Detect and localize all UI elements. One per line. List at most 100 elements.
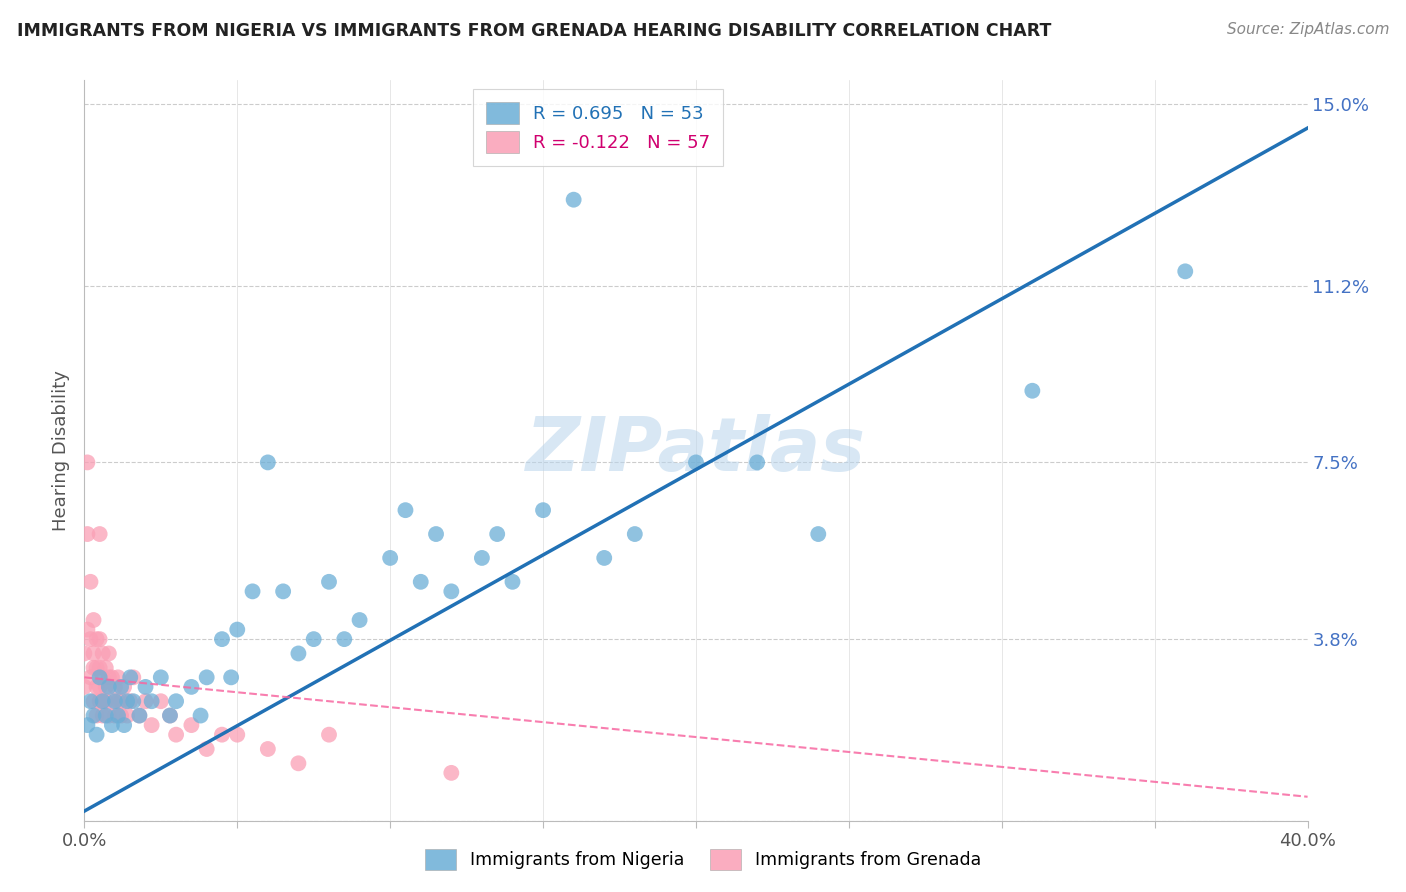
Point (471, 550, 494, 565)
Y-axis label: Hearing Disability: Hearing Disability (52, 370, 70, 531)
Text: ZIPatlas: ZIPatlas (526, 414, 866, 487)
Point (79, 632, 101, 647)
Point (180, 680, 202, 694)
Point (110, 694, 132, 708)
Point (110, 680, 132, 694)
Point (257, 455, 280, 469)
Point (624, 527, 647, 541)
Point (94, 680, 117, 694)
Point (79, 574, 101, 589)
Point (1021, 384, 1043, 398)
Point (135, 680, 157, 694)
Point (79, 670, 101, 684)
Point (76, 718, 98, 732)
Point (86, 661, 108, 675)
Point (195, 742, 218, 756)
Point (104, 680, 127, 694)
Point (211, 632, 233, 647)
Point (107, 694, 129, 708)
Text: Source: ZipAtlas.com: Source: ZipAtlas.com (1226, 22, 1389, 37)
Point (97, 670, 120, 684)
Point (91, 670, 114, 684)
Point (302, 632, 325, 647)
Point (440, 584, 463, 599)
Point (89, 632, 111, 647)
Point (89, 680, 111, 694)
Point (101, 670, 124, 684)
Point (101, 718, 124, 732)
Point (562, 193, 585, 207)
Point (409, 574, 432, 589)
Point (159, 708, 181, 723)
Point (110, 708, 132, 723)
Point (165, 728, 187, 742)
Point (94, 661, 117, 675)
Point (79, 694, 101, 708)
Point (242, 584, 264, 599)
Legend: Immigrants from Nigeria, Immigrants from Grenada: Immigrants from Nigeria, Immigrants from… (416, 840, 990, 879)
Legend: R = 0.695   N = 53, R = -0.122   N = 57: R = 0.695 N = 53, R = -0.122 N = 57 (474, 89, 723, 166)
Point (83, 613, 105, 627)
Point (685, 455, 707, 469)
Point (149, 694, 172, 708)
Point (425, 527, 447, 541)
Point (83, 661, 105, 675)
Point (593, 550, 616, 565)
Point (122, 694, 145, 708)
Point (86, 680, 108, 694)
Point (211, 728, 233, 742)
Point (83, 694, 105, 708)
Point (73, 647, 96, 661)
Point (440, 765, 463, 780)
Point (135, 694, 157, 708)
Point (89, 694, 111, 708)
Point (120, 694, 142, 708)
Point (807, 527, 830, 541)
Point (91, 708, 114, 723)
Point (287, 647, 309, 661)
Point (89, 670, 111, 684)
Point (94, 694, 117, 708)
Point (104, 708, 127, 723)
Point (149, 670, 172, 684)
Point (318, 728, 340, 742)
Point (128, 708, 150, 723)
Point (97, 647, 120, 661)
Point (115, 708, 138, 723)
Point (115, 694, 138, 708)
Point (76, 527, 98, 541)
Point (180, 718, 202, 732)
Point (73, 680, 96, 694)
Point (141, 694, 163, 708)
Point (104, 694, 127, 708)
Point (86, 632, 108, 647)
Text: IMMIGRANTS FROM NIGERIA VS IMMIGRANTS FROM GRENADA HEARING DISABILITY CORRELATIO: IMMIGRANTS FROM NIGERIA VS IMMIGRANTS FR… (17, 22, 1052, 40)
Point (76, 455, 98, 469)
Point (486, 527, 509, 541)
Point (128, 708, 150, 723)
Point (89, 527, 111, 541)
Point (120, 670, 142, 684)
Point (91, 694, 114, 708)
Point (122, 670, 145, 684)
Point (97, 680, 120, 694)
Point (394, 503, 416, 517)
Point (190, 708, 212, 723)
Point (86, 708, 108, 723)
Point (159, 708, 181, 723)
Point (76, 623, 98, 637)
Point (349, 613, 371, 627)
Point (1174, 264, 1197, 278)
Point (226, 728, 249, 742)
Point (257, 742, 280, 756)
Point (101, 694, 124, 708)
Point (219, 670, 242, 684)
Point (141, 718, 163, 732)
Point (165, 694, 187, 708)
Point (107, 708, 129, 723)
Point (380, 550, 402, 565)
Point (107, 670, 129, 684)
Point (89, 661, 111, 675)
Point (195, 670, 218, 684)
Point (226, 623, 249, 637)
